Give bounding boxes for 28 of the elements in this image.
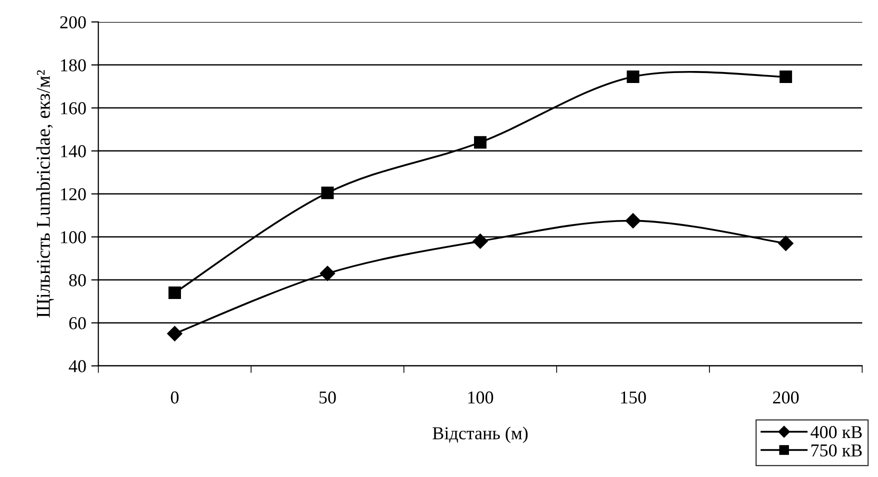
y-tick-label: 100 xyxy=(61,231,86,244)
x-axis-title: Відстань (м) xyxy=(432,426,528,444)
y-tick-label: 80 xyxy=(69,274,86,286)
point xyxy=(167,326,182,342)
point xyxy=(778,236,794,251)
legend-label: 750 кВ xyxy=(811,444,862,457)
y-tick-label: 40 xyxy=(68,360,86,372)
y-tick-label: 120 xyxy=(61,188,86,200)
x-tick-label: 0 xyxy=(170,391,179,404)
point xyxy=(168,286,181,300)
point xyxy=(472,234,488,249)
point xyxy=(320,266,336,281)
y-tick-label: 200 xyxy=(60,16,86,28)
legend-label: 400 кВ xyxy=(810,426,862,438)
point xyxy=(321,186,334,200)
y-tick-label: 180 xyxy=(61,59,86,72)
point xyxy=(626,70,640,84)
point xyxy=(625,213,641,228)
point xyxy=(780,70,792,84)
y-axis-title: Щільність Lumbricidae, екз/м² xyxy=(36,70,54,318)
x-tick-label: 200 xyxy=(773,391,799,404)
y-tick-label: 160 xyxy=(61,102,86,114)
x-tick-label: 150 xyxy=(621,391,646,404)
x-tick-label: 50 xyxy=(320,391,336,404)
point xyxy=(474,136,487,149)
x-tick-label: 100 xyxy=(468,391,494,404)
y-tick-label: 140 xyxy=(61,145,86,158)
y-tick-label: 60 xyxy=(69,317,86,330)
